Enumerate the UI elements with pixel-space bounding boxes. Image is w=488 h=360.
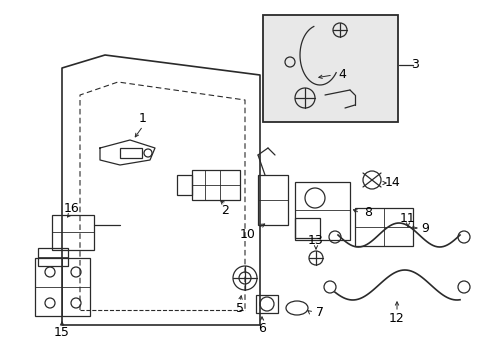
Bar xyxy=(258,175,287,225)
Bar xyxy=(120,148,142,158)
Text: 16: 16 xyxy=(64,202,80,215)
Bar xyxy=(294,182,349,240)
Text: 10: 10 xyxy=(240,229,255,242)
Text: 7: 7 xyxy=(315,306,324,320)
Text: 1: 1 xyxy=(139,112,146,125)
Bar xyxy=(263,15,397,122)
Text: 11: 11 xyxy=(399,211,415,225)
Bar xyxy=(294,218,319,238)
Bar xyxy=(35,258,90,316)
Bar xyxy=(354,208,412,246)
Bar xyxy=(192,170,240,200)
Bar xyxy=(177,175,192,195)
Text: 4: 4 xyxy=(337,68,345,81)
Bar xyxy=(256,295,278,313)
Text: 5: 5 xyxy=(236,302,244,315)
Text: 3: 3 xyxy=(410,58,418,72)
Text: 9: 9 xyxy=(420,221,428,234)
Text: 15: 15 xyxy=(54,327,70,339)
Text: 14: 14 xyxy=(385,176,400,189)
Bar xyxy=(38,248,68,266)
Text: 6: 6 xyxy=(258,321,265,334)
Bar xyxy=(52,215,94,250)
Text: 13: 13 xyxy=(307,234,323,247)
Text: 8: 8 xyxy=(363,207,371,220)
Text: 2: 2 xyxy=(221,203,228,216)
Text: 12: 12 xyxy=(388,311,404,324)
